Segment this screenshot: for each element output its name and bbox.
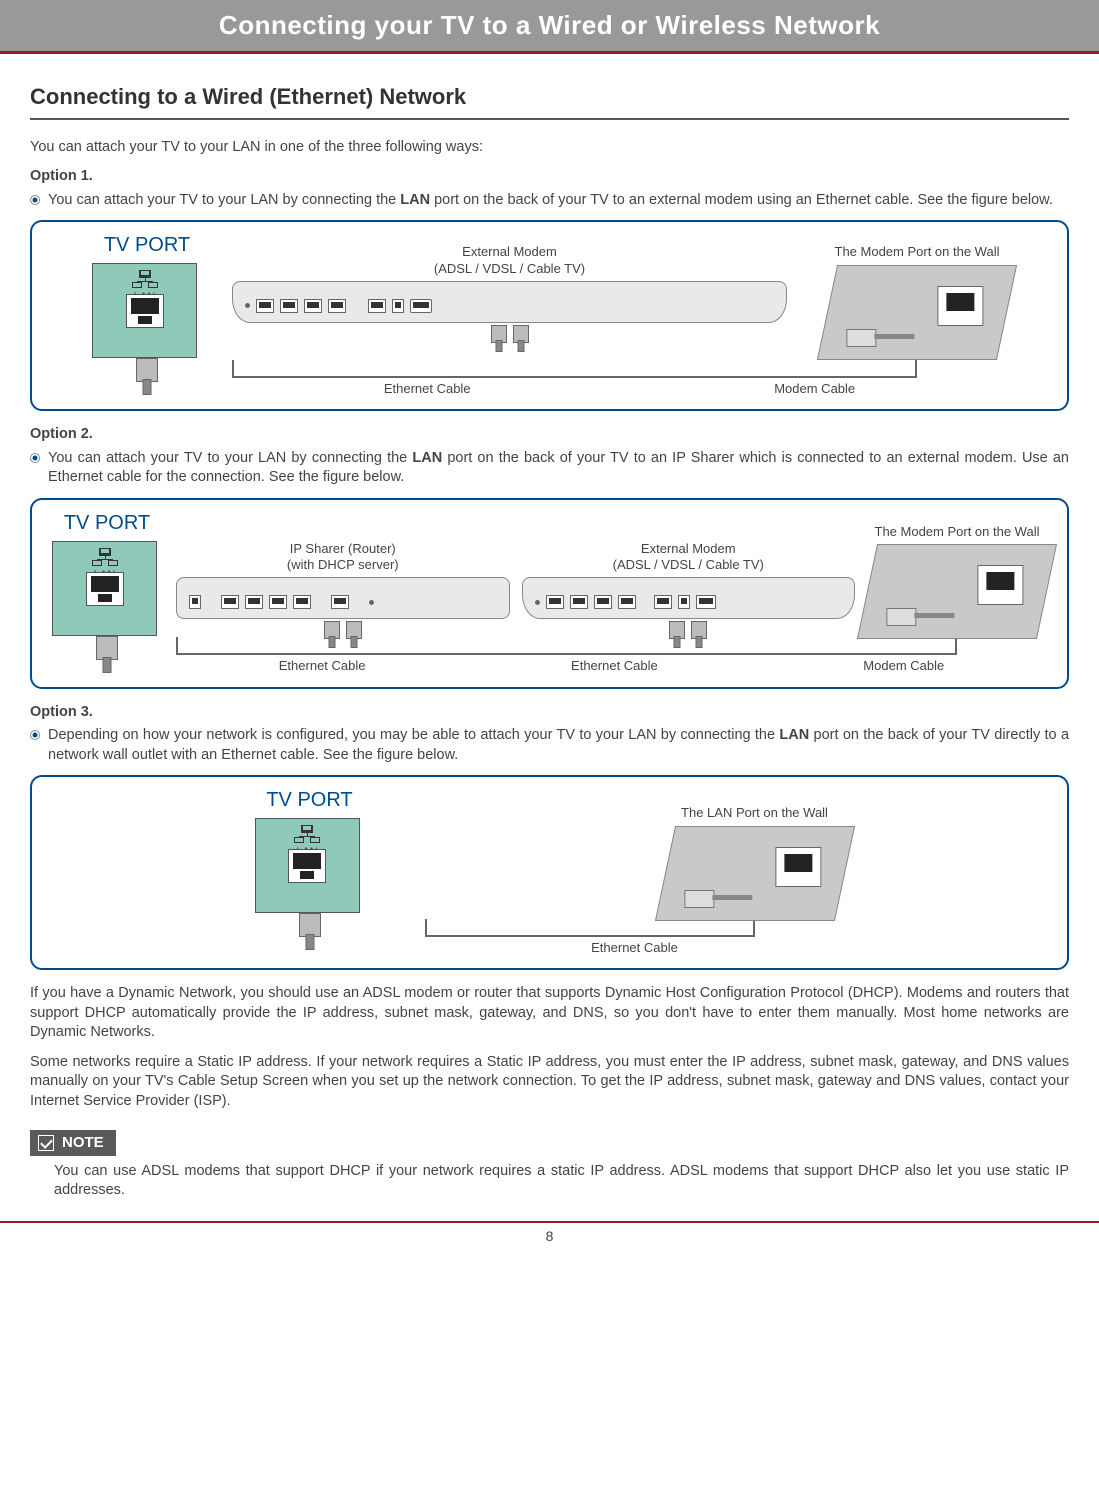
tv-port-box: LAN xyxy=(255,818,360,913)
ethernet-plug-icon xyxy=(324,621,340,639)
option1-heading: Option 1. xyxy=(30,167,1069,187)
section-title: Connecting to a Wired (Ethernet) Network xyxy=(30,82,1069,120)
option3-text: Depending on how your network is configu… xyxy=(48,726,1069,765)
lan-tree-icon xyxy=(132,270,158,288)
ethernet-plug-icon xyxy=(346,621,362,639)
wall-port-icon xyxy=(857,544,1057,639)
option1-text: You can attach your TV to your LAN by co… xyxy=(48,191,1053,211)
wall-port-icon xyxy=(654,826,854,921)
option2-heading: Option 2. xyxy=(30,425,1069,445)
ethernet-plug-icon xyxy=(299,913,321,937)
bullet-icon xyxy=(30,195,40,205)
router-device-icon xyxy=(176,577,510,619)
option2-text: You can attach your TV to your LAN by co… xyxy=(48,449,1069,488)
cable-label: Ethernet Cable xyxy=(384,380,471,398)
diagram-option3: TV PORT LAN The LAN Port on the Wall Eth… xyxy=(30,775,1069,970)
footer-rule xyxy=(0,1221,1099,1223)
note-badge: NOTE xyxy=(30,1130,116,1156)
ethernet-plug-icon xyxy=(491,325,507,343)
header-rule xyxy=(0,51,1099,54)
ethernet-plug-icon xyxy=(669,621,685,639)
ethernet-plug-icon xyxy=(513,325,529,343)
modem-device-icon xyxy=(522,577,856,619)
note-text: You can use ADSL modems that support DHC… xyxy=(30,1162,1069,1201)
wall-label: The LAN Port on the Wall xyxy=(665,805,845,821)
lan-tree-icon xyxy=(92,548,118,566)
lan-tree-icon xyxy=(294,825,320,843)
paragraph-dhcp: If you have a Dynamic Network, you shoul… xyxy=(30,984,1069,1043)
cable-label: Ethernet Cable xyxy=(591,939,678,957)
diagram-option2: TV PORT LAN IP Sharer (Router)(with DHCP… xyxy=(30,498,1069,689)
cable-label: Modem Cable xyxy=(863,657,944,675)
option1-bullet: You can attach your TV to your LAN by co… xyxy=(30,191,1069,211)
rj45-port-icon xyxy=(288,849,326,883)
tvport-label: TV PORT xyxy=(255,787,365,814)
bullet-icon xyxy=(30,453,40,463)
cable-label: Ethernet Cable xyxy=(571,657,658,675)
cable-label: Ethernet Cable xyxy=(279,657,366,675)
cable-label: Modem Cable xyxy=(774,380,855,398)
option3-bullet: Depending on how your network is configu… xyxy=(30,726,1069,765)
rj45-port-icon xyxy=(126,294,164,328)
ethernet-plug-icon xyxy=(691,621,707,639)
intro-text: You can attach your TV to your LAN in on… xyxy=(30,138,1069,158)
tvport-label: TV PORT xyxy=(52,510,162,537)
option2-bullet: You can attach your TV to your LAN by co… xyxy=(30,449,1069,488)
modem-label: External Modem(ADSL / VDSL / Cable TV) xyxy=(522,541,856,574)
paragraph-static: Some networks require a Static IP addres… xyxy=(30,1053,1069,1112)
page-header: Connecting your TV to a Wired or Wireles… xyxy=(0,0,1099,51)
wall-label: The Modem Port on the Wall xyxy=(827,244,1007,260)
tvport-label: TV PORT xyxy=(92,232,202,259)
wall-port-icon xyxy=(817,265,1017,360)
router-label: IP Sharer (Router)(with DHCP server) xyxy=(176,541,510,574)
modem-label: External Modem(ADSL / VDSL / Cable TV) xyxy=(232,244,787,277)
ethernet-plug-icon xyxy=(96,636,118,660)
modem-device-icon xyxy=(232,281,787,323)
diagram-option1: TV PORT LAN External Modem(ADSL / VDSL /… xyxy=(30,220,1069,411)
page-number: 8 xyxy=(30,1227,1069,1246)
wall-label: The Modem Port on the Wall xyxy=(867,524,1047,540)
option3-heading: Option 3. xyxy=(30,703,1069,723)
ethernet-plug-icon xyxy=(136,358,158,382)
check-icon xyxy=(38,1135,54,1151)
bullet-icon xyxy=(30,730,40,740)
note-label: NOTE xyxy=(62,1133,104,1153)
tv-port-box: LAN xyxy=(52,541,157,636)
tv-port-box: LAN xyxy=(92,263,197,358)
rj45-port-icon xyxy=(86,572,124,606)
